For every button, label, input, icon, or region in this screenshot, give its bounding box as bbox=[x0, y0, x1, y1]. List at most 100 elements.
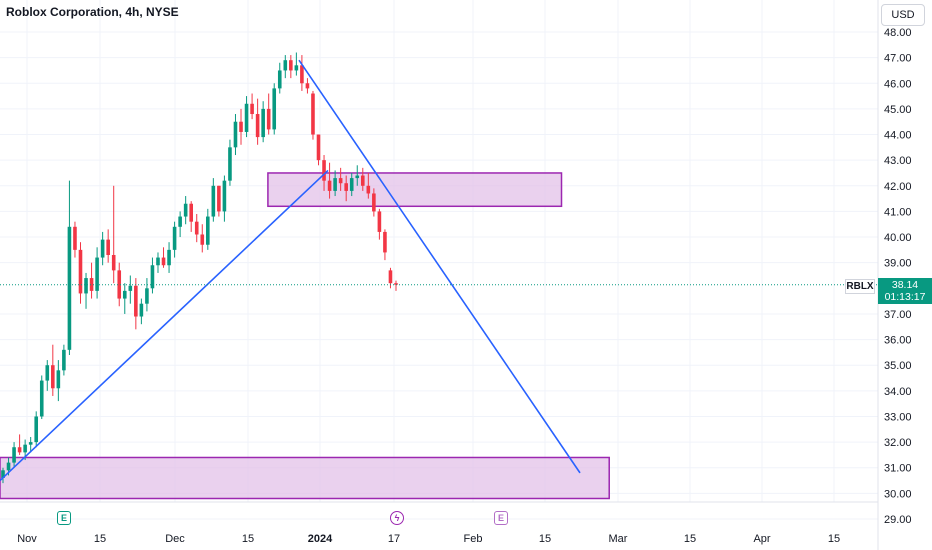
candle-body bbox=[23, 444, 27, 453]
candle-body bbox=[360, 175, 365, 186]
price-tick-label: 48.00 bbox=[884, 27, 912, 39]
candle-body bbox=[95, 257, 99, 291]
price-tick-label: 34.00 bbox=[884, 386, 912, 398]
price-tick-label: 33.00 bbox=[884, 411, 912, 423]
candle-body bbox=[62, 349, 66, 371]
trendlines bbox=[0, 59, 581, 482]
candle-body bbox=[161, 257, 166, 266]
candle-body bbox=[261, 108, 265, 138]
candle-body bbox=[150, 265, 155, 289]
trendline bbox=[298, 59, 581, 474]
chart-grid bbox=[0, 0, 878, 520]
price-tick-label: 47.00 bbox=[884, 53, 912, 65]
price-axis: 48.00 47.00 46.00 45.00 44.00 43.00 42.00 41.00… bbox=[877, 0, 912, 550]
candle-body bbox=[194, 221, 199, 235]
price-tick-label: 36.00 bbox=[884, 335, 912, 347]
last-price-badge: 38.14 01:13:17 bbox=[878, 278, 932, 304]
last-price-value: 38.14 bbox=[891, 279, 919, 291]
candle-body bbox=[183, 203, 188, 217]
candle-body bbox=[167, 249, 171, 266]
candle-body bbox=[17, 447, 22, 453]
candle-body bbox=[355, 175, 360, 179]
price-tick-label: 43.00 bbox=[884, 155, 912, 167]
candle-body bbox=[89, 278, 94, 291]
candle-body bbox=[366, 185, 371, 194]
candle-body bbox=[222, 180, 227, 212]
candle-body bbox=[327, 180, 332, 191]
time-axis: Nov 15 Dec 15 2024 17 Feb 15 Mar 15 Apr 15 bbox=[0, 501, 878, 545]
candle-body bbox=[206, 216, 210, 245]
time-tick-label: 15 bbox=[242, 533, 254, 545]
candle-body bbox=[333, 178, 337, 191]
candle-body bbox=[233, 121, 238, 148]
time-tick-label: 15 bbox=[539, 533, 551, 545]
candle-body bbox=[34, 416, 39, 443]
candle-body bbox=[111, 254, 116, 271]
candle-body bbox=[372, 193, 376, 212]
candle-body bbox=[344, 183, 348, 191]
price-tick-label: 32.00 bbox=[884, 437, 912, 449]
price-tick-label: 35.00 bbox=[884, 360, 912, 372]
candle-body bbox=[294, 65, 299, 71]
earnings-icon[interactable]: E bbox=[57, 511, 71, 525]
price-tick-label: 31.00 bbox=[884, 463, 912, 475]
candle-body bbox=[51, 365, 55, 389]
candle-body bbox=[338, 178, 343, 184]
candle-body bbox=[250, 103, 254, 115]
candle-body bbox=[28, 442, 33, 445]
candle-body bbox=[383, 231, 387, 253]
time-tick-label: Mar bbox=[609, 533, 628, 545]
price-tick-label: 45.00 bbox=[884, 104, 912, 116]
time-tick-label: Apr bbox=[753, 533, 770, 545]
candlestick-series bbox=[1, 52, 398, 484]
price-tick-label: 42.00 bbox=[884, 181, 912, 193]
price-tick-label: 39.00 bbox=[884, 258, 912, 270]
candle-body bbox=[12, 447, 16, 463]
candle-body bbox=[84, 278, 88, 294]
time-tick-label: 15 bbox=[828, 533, 840, 545]
candle-body bbox=[139, 303, 144, 317]
candle-body bbox=[145, 288, 149, 304]
price-tick-label: 44.00 bbox=[884, 130, 912, 142]
currency-button[interactable]: USD bbox=[881, 4, 925, 26]
candle-body bbox=[255, 114, 260, 138]
rectangle-zone bbox=[0, 456, 610, 500]
candle-body bbox=[316, 134, 321, 161]
earnings-icon[interactable]: E bbox=[494, 511, 508, 525]
candle-body bbox=[100, 239, 105, 258]
candle-body bbox=[289, 60, 293, 71]
candle-body bbox=[377, 211, 382, 232]
time-tick-label: Feb bbox=[464, 533, 483, 545]
candle-body bbox=[394, 283, 398, 285]
time-tick-label: 15 bbox=[684, 533, 696, 545]
candle-body bbox=[283, 60, 288, 71]
time-tick-label: Nov bbox=[17, 533, 37, 545]
candle-body bbox=[1, 470, 5, 478]
candle-body bbox=[388, 270, 393, 284]
candle-body bbox=[189, 203, 193, 222]
rectangle-zone bbox=[267, 172, 563, 208]
candle-body bbox=[134, 285, 138, 317]
dividend-icon[interactable]: ϟ bbox=[390, 511, 404, 525]
candle-body bbox=[239, 121, 243, 132]
candle-body bbox=[311, 93, 315, 135]
price-tick-label: 30.00 bbox=[884, 488, 912, 500]
candle-body bbox=[200, 234, 205, 245]
candle-body bbox=[156, 257, 160, 266]
candle-body bbox=[266, 108, 271, 130]
trendline bbox=[0, 169, 329, 482]
candle-body bbox=[172, 226, 177, 250]
candle-body bbox=[56, 370, 61, 389]
candle-body bbox=[117, 270, 122, 299]
candle-body bbox=[244, 103, 249, 132]
candle-body bbox=[228, 147, 232, 181]
candle-body bbox=[272, 88, 277, 130]
candle-body bbox=[349, 178, 354, 191]
candle-body bbox=[78, 249, 83, 294]
candle-body bbox=[122, 290, 127, 299]
candle-body bbox=[73, 226, 77, 250]
bar-countdown: 01:13:17 bbox=[884, 291, 926, 303]
candle-body bbox=[322, 160, 326, 181]
time-tick-label: 17 bbox=[388, 533, 400, 545]
